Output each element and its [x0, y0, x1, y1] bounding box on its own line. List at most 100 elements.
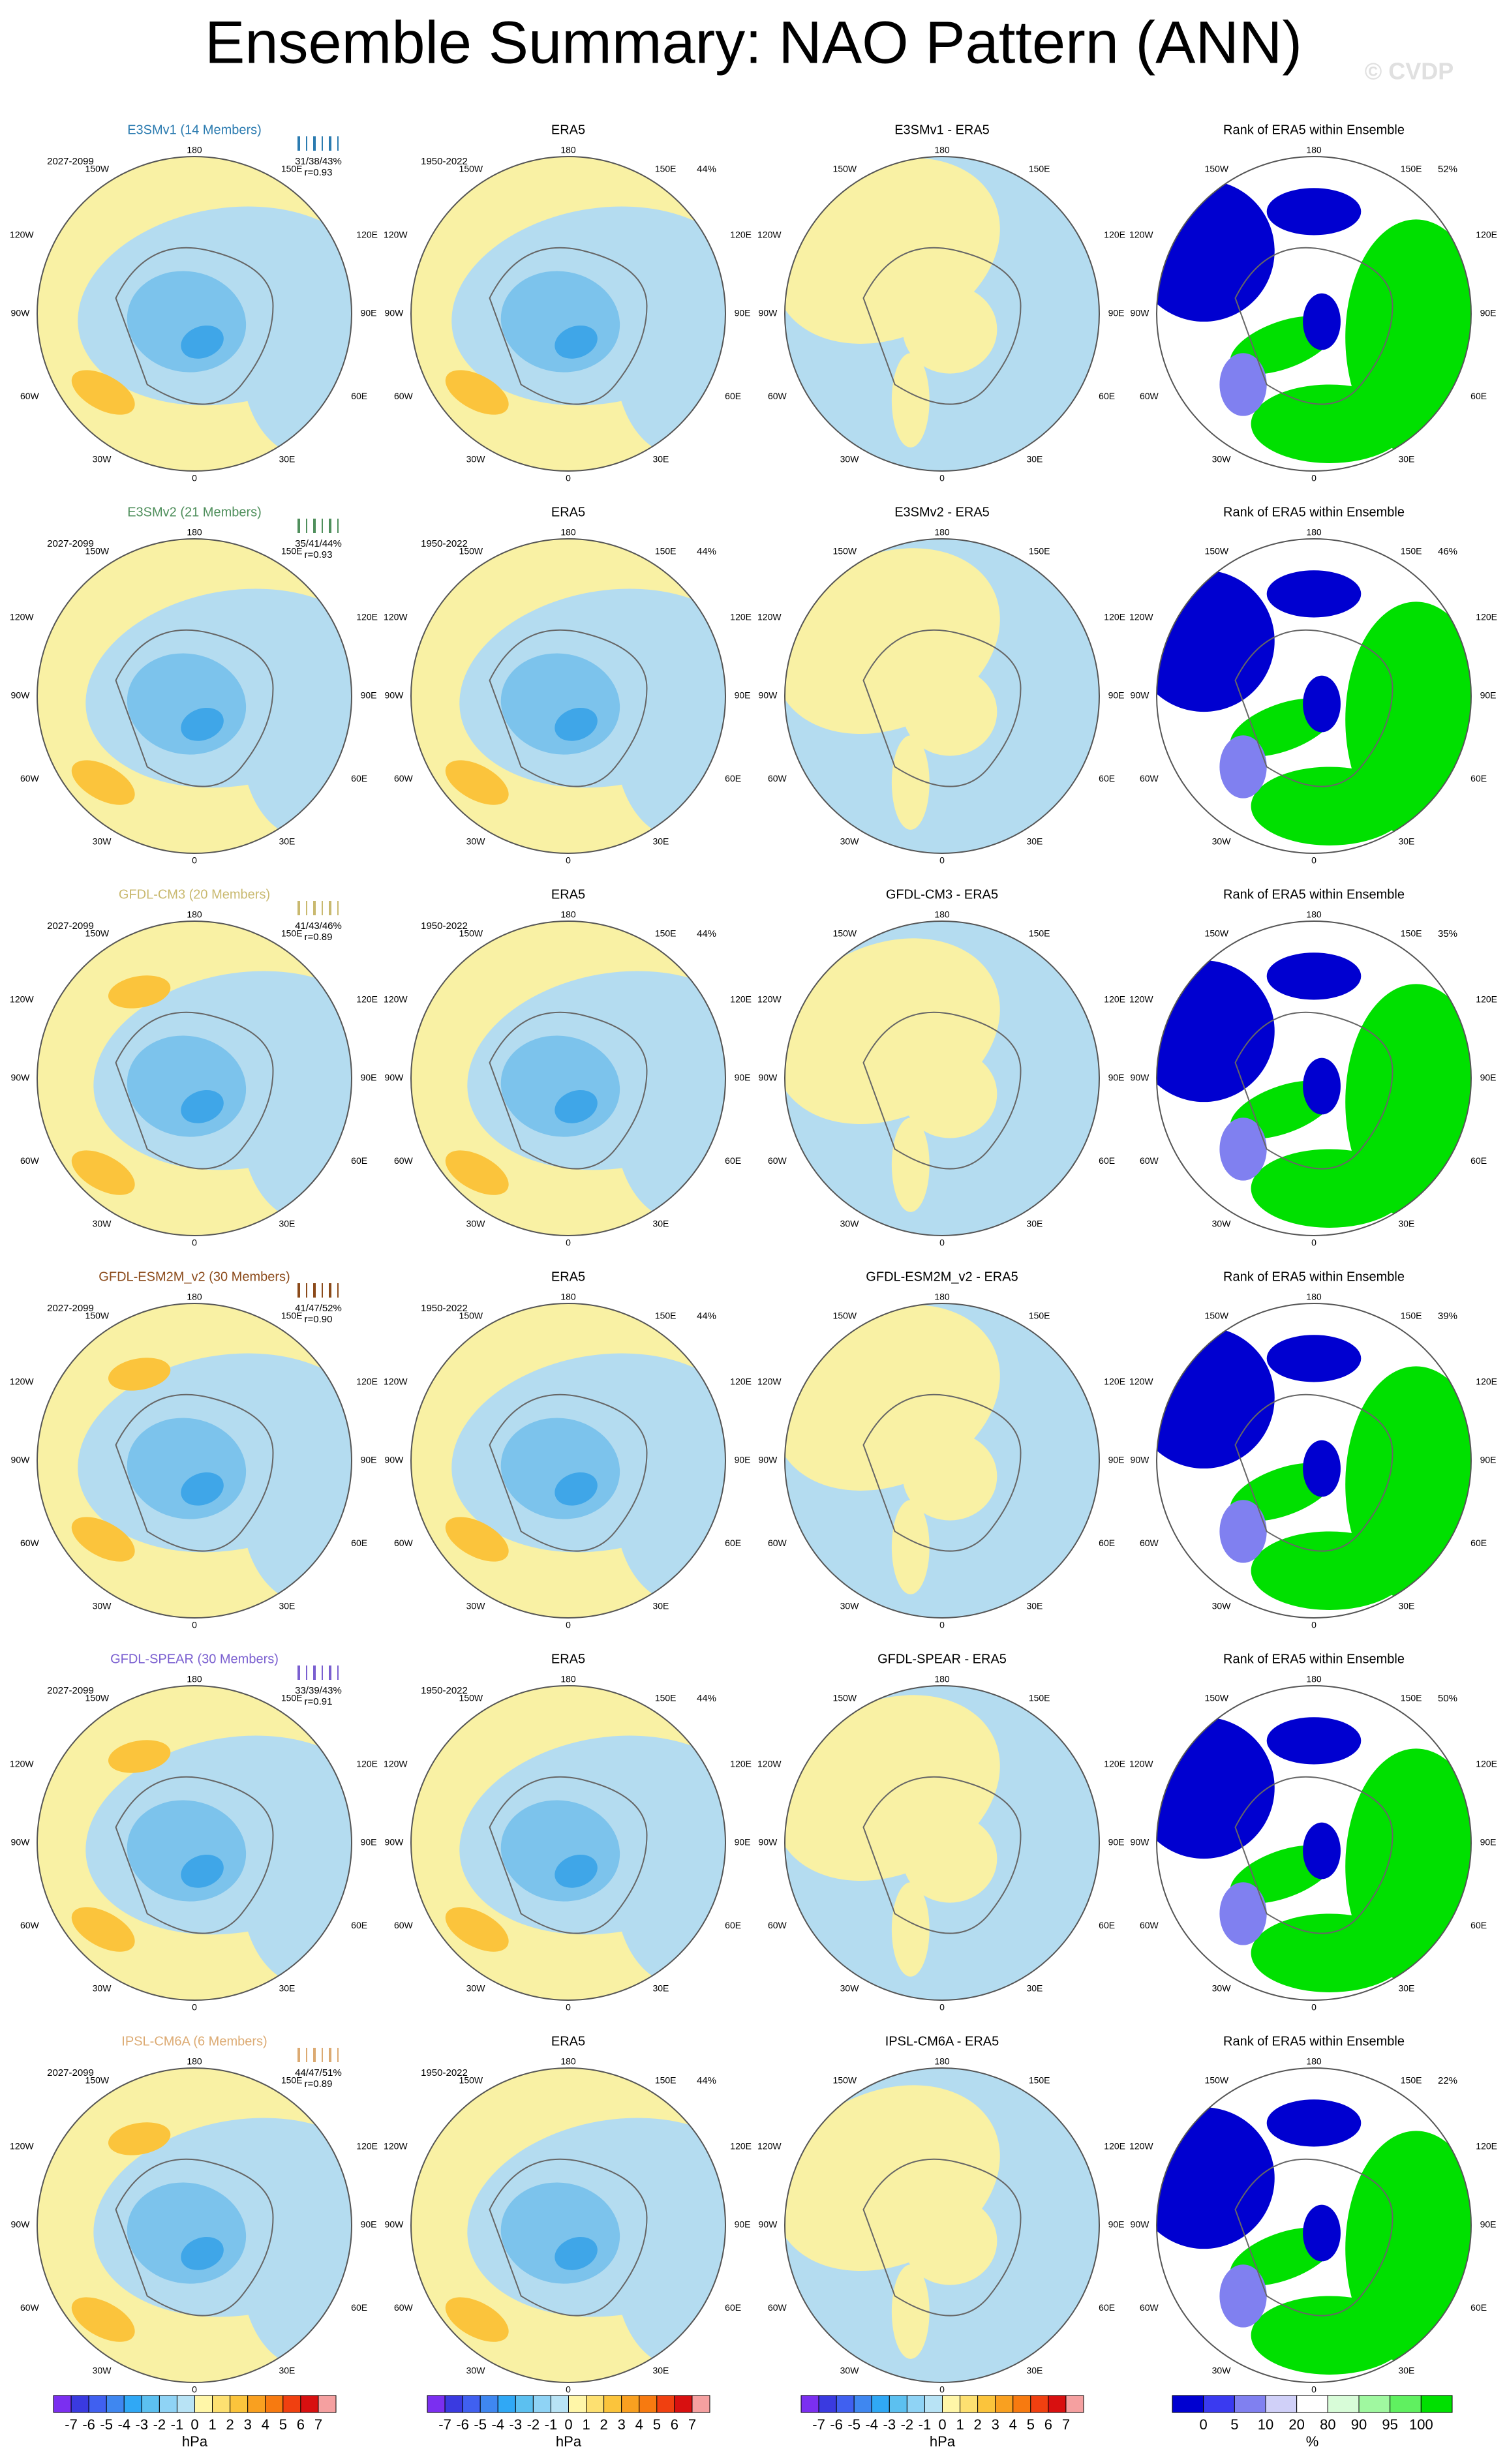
longitude-label: 180	[560, 144, 576, 155]
longitude-label: 30E	[1398, 836, 1414, 846]
map-panel	[37, 539, 352, 853]
map-border	[784, 538, 1100, 854]
longitude-label: 120W	[384, 994, 408, 1004]
longitude-label: 120W	[10, 994, 34, 1004]
longitude-label: 120W	[1129, 611, 1153, 622]
colorbar-box	[1420, 2395, 1453, 2413]
longitude-label: 150E	[655, 163, 677, 174]
stats: 33/39/43%	[295, 1685, 342, 1696]
longitude-label: 150W	[459, 545, 483, 556]
longitude-label: 120E	[730, 229, 752, 239]
colorbar-label: 3	[244, 2416, 252, 2433]
longitude-label: 60E	[1099, 773, 1115, 783]
years: 2027-2099	[47, 156, 94, 167]
longitude-label: 120E	[730, 611, 752, 622]
longitude-label: 90W	[385, 308, 404, 318]
panel-title: Rank of ERA5 within Ensemble	[1223, 505, 1405, 519]
longitude-label: 30E	[1398, 2365, 1414, 2375]
longitude-label: 120E	[356, 1376, 378, 1386]
rank-low	[1303, 2204, 1341, 2262]
colorbar-label: 2	[974, 2416, 982, 2433]
stats: 41/47/52%	[295, 1303, 342, 1314]
longitude-label: 150W	[85, 1310, 110, 1320]
longitude-label: 180	[187, 909, 202, 919]
colorbar-box	[194, 2395, 213, 2413]
percent: 46%	[1438, 546, 1457, 557]
map-border	[784, 1685, 1100, 2001]
rank-low	[1266, 952, 1362, 1000]
longitude-label: 60E	[1099, 1920, 1115, 1930]
rank-low	[1266, 188, 1362, 236]
map-panel	[785, 1686, 1099, 2000]
longitude-label: 30W	[466, 1983, 486, 1993]
map-border	[410, 920, 726, 1236]
longitude-label: 120E	[1104, 229, 1125, 239]
longitude-label: 30E	[652, 1600, 669, 1611]
longitude-label: 60E	[1470, 1920, 1487, 1930]
longitude-label: 90W	[759, 690, 778, 701]
colorbar-label: 1	[956, 2416, 964, 2433]
colorbar-label: -2	[153, 2416, 166, 2433]
longitude-label: 60W	[20, 1538, 40, 1548]
longitude-label: 30W	[840, 2365, 860, 2375]
longitude-label: 120W	[10, 1758, 34, 1769]
longitude-label: 150W	[459, 928, 483, 938]
rank-low	[1157, 1717, 1275, 1859]
positive-region	[445, 1150, 509, 1195]
colorbar-label: 95	[1382, 2416, 1397, 2433]
coastline	[862, 2158, 1022, 2317]
longitude-label: 150E	[1401, 928, 1422, 938]
longitude-label: 150E	[655, 2075, 677, 2085]
longitude-label: 120W	[757, 611, 782, 622]
colorbar-box	[639, 2395, 658, 2413]
positive-region	[891, 735, 930, 830]
longitude-label: 0	[192, 2001, 197, 2012]
longitude-label: 30W	[93, 836, 112, 846]
longitude-label: 60E	[1470, 1538, 1487, 1548]
longitude-label: 60W	[20, 1920, 40, 1930]
longitude-label: 180	[187, 526, 202, 537]
positive-region	[108, 1740, 171, 1773]
map-panel	[37, 2068, 352, 2382]
colorbar-box	[515, 2395, 534, 2413]
longitude-label: 90W	[11, 690, 31, 701]
longitude-label: 150E	[1401, 1310, 1422, 1320]
map-panel	[1157, 1303, 1471, 1618]
longitude-label: 30W	[1212, 1983, 1232, 1993]
longitude-label: 150E	[1029, 1310, 1050, 1320]
longitude-label: 30E	[1398, 1600, 1414, 1611]
longitude-label: 90E	[361, 690, 377, 701]
longitude-label: 120E	[1104, 611, 1125, 622]
longitude-label: 60E	[1099, 1538, 1115, 1548]
years: 1950-2022	[421, 2067, 468, 2078]
colorbar-box	[70, 2395, 89, 2413]
longitude-label: 90W	[759, 1455, 778, 1465]
years: 2027-2099	[47, 538, 94, 549]
longitude-label: 90W	[1131, 1837, 1150, 1848]
longitude-label: 90W	[1131, 2219, 1150, 2230]
longitude-label: 30W	[93, 453, 112, 464]
years: 2027-2099	[47, 2067, 94, 2078]
longitude-label: 0	[566, 472, 571, 483]
longitude-label: 150W	[833, 545, 857, 556]
positive-region	[445, 760, 509, 805]
negative-region	[241, 266, 352, 455]
longitude-label: 60W	[1140, 2302, 1159, 2313]
colorbar-label: -4	[117, 2416, 130, 2433]
colorbar-label: -7	[438, 2416, 451, 2433]
longitude-label: 150E	[281, 545, 303, 556]
longitude-label: 90E	[1480, 690, 1497, 701]
longitude-label: 150E	[1029, 928, 1050, 938]
negative-center	[555, 707, 598, 741]
rank-mid	[1219, 1882, 1267, 1945]
longitude-label: 60E	[725, 391, 741, 401]
longitude-label: 60W	[768, 391, 787, 401]
colorbar-box	[674, 2395, 693, 2413]
map-border	[410, 156, 726, 472]
coastline	[115, 629, 274, 787]
years: 1950-2022	[421, 156, 468, 167]
colorbar-label: 5	[279, 2416, 287, 2433]
colorbar-box	[800, 2395, 819, 2413]
map-border	[37, 156, 352, 472]
longitude-label: 0	[1311, 2384, 1317, 2394]
